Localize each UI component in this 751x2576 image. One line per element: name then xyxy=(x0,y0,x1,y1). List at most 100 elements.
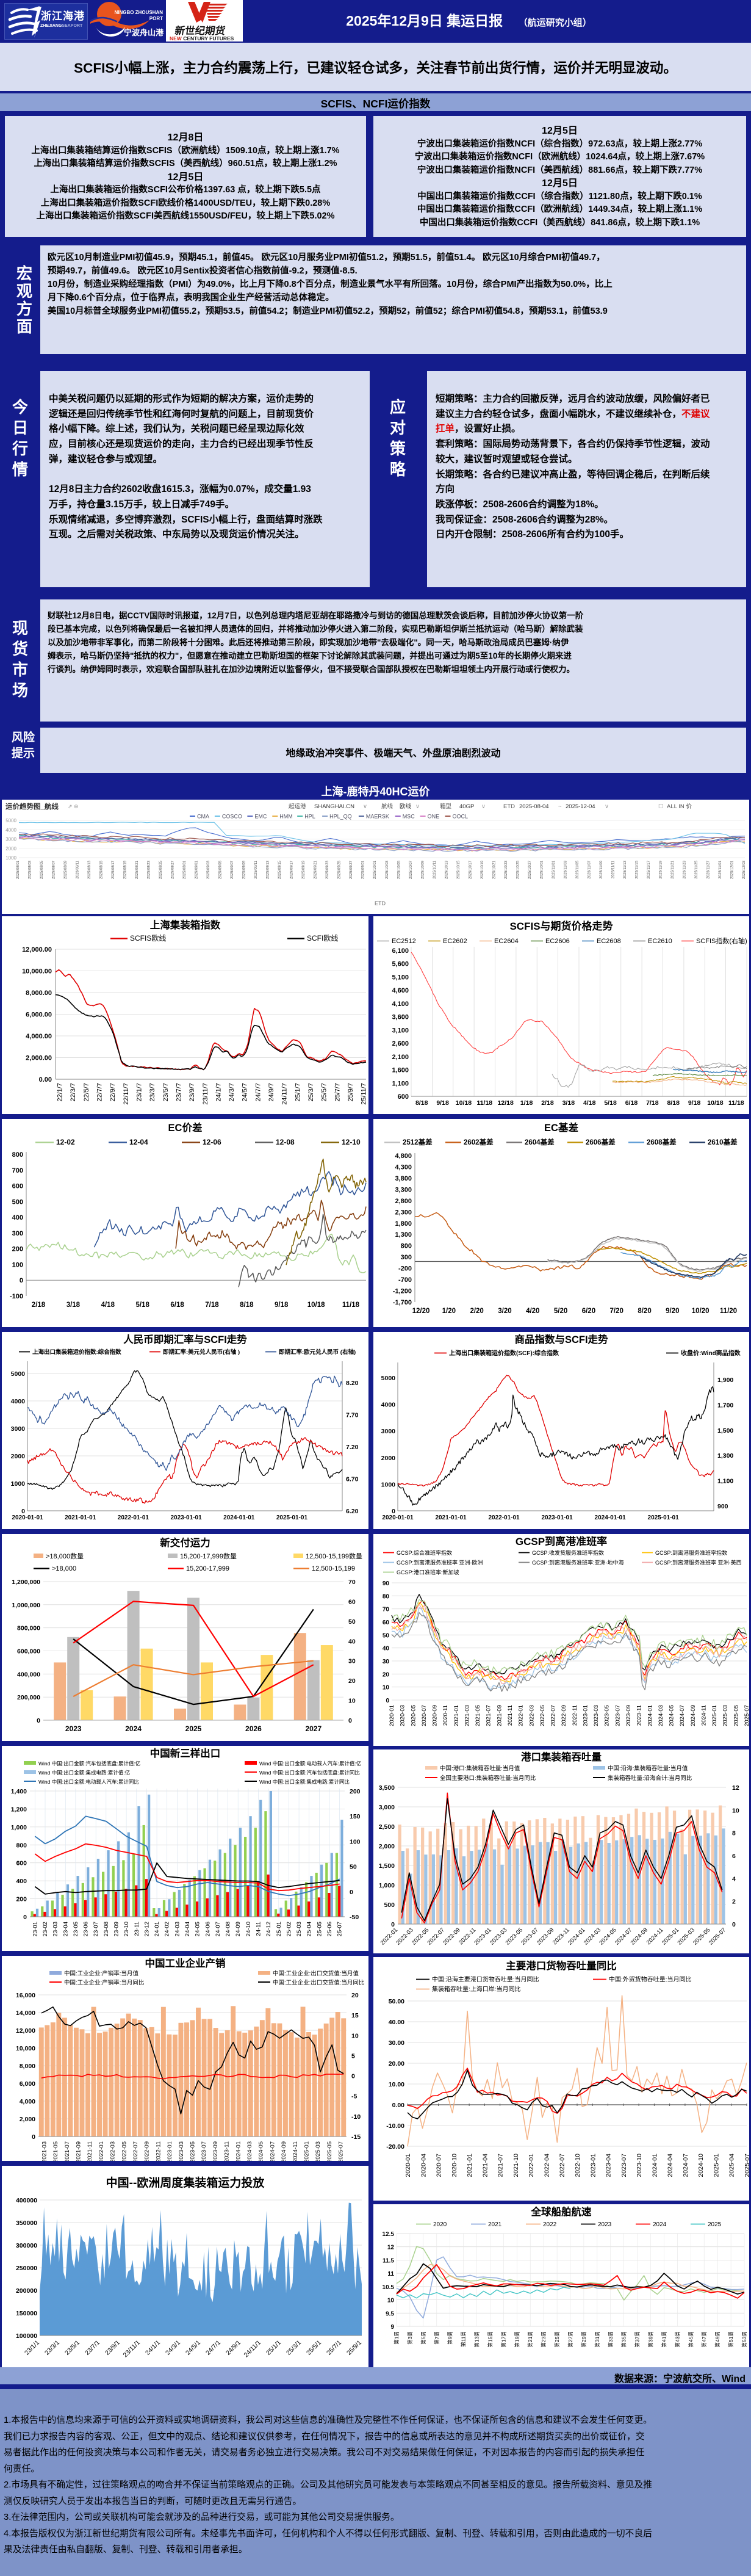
svg-text:2025/11/21: 2025/11/21 xyxy=(671,860,675,878)
svg-text:人民币即期汇率与SCFI走势: 人民币即期汇率与SCFI走势 xyxy=(123,1333,247,1345)
svg-text:1000: 1000 xyxy=(381,1481,396,1488)
svg-text:2025/08/15: 2025/08/15 xyxy=(100,860,104,879)
svg-text:23-01: 23-01 xyxy=(32,1922,38,1936)
svg-text:2000: 2000 xyxy=(11,1453,26,1460)
svg-text:25/9/7: 25/9/7 xyxy=(347,1083,354,1102)
svg-text:2022-01-01: 2022-01-01 xyxy=(488,1514,520,1521)
svg-text:100000: 100000 xyxy=(16,2332,37,2340)
svg-text:2023-09: 2023-09 xyxy=(625,1705,632,1726)
svg-text:10.00: 10.00 xyxy=(389,2081,404,2088)
svg-text:2022-11: 2022-11 xyxy=(155,2141,162,2161)
svg-text:GCSP:到离港服务准班率:亚洲-地中海: GCSP:到离港服务准班率:亚洲-地中海 xyxy=(532,1559,624,1566)
svg-text:第11周: 第11周 xyxy=(461,2331,467,2347)
svg-text:2023: 2023 xyxy=(598,2221,612,2228)
svg-text:1,800: 1,800 xyxy=(395,1220,412,1228)
svg-text:SCFIS与期货价格走势: SCFIS与期货价格走势 xyxy=(509,920,613,932)
svg-text:5: 5 xyxy=(351,2052,355,2060)
svg-text:24/5/7: 24/5/7 xyxy=(242,1083,249,1102)
svg-text:5000: 5000 xyxy=(381,1375,396,1382)
svg-text:800: 800 xyxy=(401,1243,412,1250)
svg-text:2023-01-01: 2023-01-01 xyxy=(170,1514,202,1521)
svg-text:2025/11/13: 2025/11/13 xyxy=(623,860,627,878)
svg-text:0: 0 xyxy=(32,2133,35,2141)
svg-text:800: 800 xyxy=(12,1151,23,1159)
svg-text:25-04: 25-04 xyxy=(306,1922,313,1936)
svg-text:1,900: 1,900 xyxy=(717,1377,733,1384)
svg-text:3,600: 3,600 xyxy=(392,1014,409,1021)
svg-text:2022-03: 2022-03 xyxy=(110,2141,117,2161)
svg-text:800,000: 800,000 xyxy=(17,1625,40,1632)
svg-text:4,100: 4,100 xyxy=(392,1000,409,1008)
svg-text:12/20: 12/20 xyxy=(412,1308,430,1315)
svg-text:2025/08/23: 2025/08/23 xyxy=(148,860,151,879)
svg-text:23-04: 23-04 xyxy=(62,1922,69,1936)
svg-text:MAERSK: MAERSK xyxy=(366,814,389,820)
svg-text:第51周: 第51周 xyxy=(728,2331,734,2347)
svg-text:2022-10: 2022-10 xyxy=(574,2154,581,2177)
svg-text:EC2602: EC2602 xyxy=(443,938,467,945)
svg-text:CMA: CMA xyxy=(197,814,209,820)
svg-text:25/7/7: 25/7/7 xyxy=(334,1083,341,1102)
svg-text:2021-03: 2021-03 xyxy=(41,2141,48,2161)
svg-text:2022-07: 2022-07 xyxy=(559,2154,566,2177)
svg-text:8,000.00: 8,000.00 xyxy=(26,990,52,997)
svg-text:24-10: 24-10 xyxy=(245,1922,252,1936)
svg-text:23/9/7: 23/9/7 xyxy=(189,1083,196,1102)
svg-text:20: 20 xyxy=(351,1992,359,1999)
svg-text:-10.00: -10.00 xyxy=(386,2122,404,2130)
svg-text:OOCL: OOCL xyxy=(453,814,469,820)
svg-text:2025/10/21: 2025/10/21 xyxy=(492,860,496,879)
svg-text:1000: 1000 xyxy=(5,855,16,861)
svg-text:第35周: 第35周 xyxy=(621,2331,627,2347)
svg-text:10,000: 10,000 xyxy=(16,2045,35,2052)
svg-text:23-10: 23-10 xyxy=(123,1922,130,1936)
svg-text:100: 100 xyxy=(12,1261,23,1268)
svg-text:1,300: 1,300 xyxy=(395,1231,412,1239)
svg-text:⇗ ⊕: ⇗ ⊕ xyxy=(68,803,79,809)
svg-text:1,600: 1,600 xyxy=(392,1067,409,1074)
svg-text:2023-07: 2023-07 xyxy=(620,2154,628,2177)
svg-text:-20.00: -20.00 xyxy=(386,2143,404,2151)
svg-text:22/9/7: 22/9/7 xyxy=(109,1083,117,1102)
svg-text:2025/08/21: 2025/08/21 xyxy=(135,860,139,879)
svg-text:2025/08/01: 2025/08/01 xyxy=(16,860,20,879)
svg-text:0: 0 xyxy=(386,1698,389,1704)
svg-text:12-10: 12-10 xyxy=(342,1138,361,1146)
svg-text:2610基差: 2610基差 xyxy=(708,1138,738,1146)
svg-text:2,500: 2,500 xyxy=(379,1823,395,1831)
svg-text:2020-03: 2020-03 xyxy=(400,1705,406,1726)
svg-text:4/18: 4/18 xyxy=(101,1301,115,1309)
svg-text:2023-07: 2023-07 xyxy=(201,2141,207,2161)
svg-text:11/18: 11/18 xyxy=(476,1099,492,1107)
svg-text:中国--欧洲周度集装箱运力投放: 中国--欧洲周度集装箱运力投放 xyxy=(106,2176,265,2190)
svg-text:24/11/7: 24/11/7 xyxy=(281,1083,289,1105)
svg-text:Wind 中国:出口金额:汽车包括底盘:累计值:亿: Wind 中国:出口金额:汽车包括底盘:累计值:亿 xyxy=(38,1760,140,1767)
svg-text:-5: -5 xyxy=(351,2093,357,2100)
svg-text:2025/11/17: 2025/11/17 xyxy=(647,860,651,878)
svg-text:9.5: 9.5 xyxy=(386,2310,394,2317)
svg-text:300: 300 xyxy=(401,1254,412,1261)
svg-text:600: 600 xyxy=(398,1093,409,1101)
svg-text:2022-05: 2022-05 xyxy=(121,2141,128,2161)
svg-text:2025/09/23: 2025/09/23 xyxy=(326,860,329,879)
svg-text:2023: 2023 xyxy=(65,1724,82,1733)
svg-text:2/18: 2/18 xyxy=(32,1301,46,1309)
svg-text:2021-07: 2021-07 xyxy=(497,2154,505,2177)
svg-text:5,600: 5,600 xyxy=(392,961,409,968)
svg-text:6: 6 xyxy=(732,1853,736,1860)
svg-text:2020-01-01: 2020-01-01 xyxy=(12,1514,43,1521)
svg-text:70: 70 xyxy=(383,1607,390,1613)
svg-text:4000: 4000 xyxy=(381,1402,396,1409)
svg-text:2023-05: 2023-05 xyxy=(604,1705,611,1726)
svg-text:15,200-17,999数量: 15,200-17,999数量 xyxy=(180,1552,237,1560)
svg-text:2025/12/01: 2025/12/01 xyxy=(730,860,734,879)
svg-text:3/20: 3/20 xyxy=(498,1308,511,1315)
svg-text:3,500: 3,500 xyxy=(379,1784,395,1792)
svg-text:2,300: 2,300 xyxy=(395,1209,412,1216)
svg-text:2021-07: 2021-07 xyxy=(486,1705,492,1726)
svg-text:主要港口货物吞吐量同比: 主要港口货物吞吐量同比 xyxy=(506,1959,617,1972)
svg-text:GCSP:港口准班率:新加坡: GCSP:港口准班率:新加坡 xyxy=(397,1569,459,1576)
svg-text:中国:工业企业:出口交货值:当月同比: 中国:工业企业:出口交货值:当月同比 xyxy=(273,1979,364,1986)
svg-text:11/20: 11/20 xyxy=(720,1308,737,1315)
svg-text:60: 60 xyxy=(348,1598,356,1605)
